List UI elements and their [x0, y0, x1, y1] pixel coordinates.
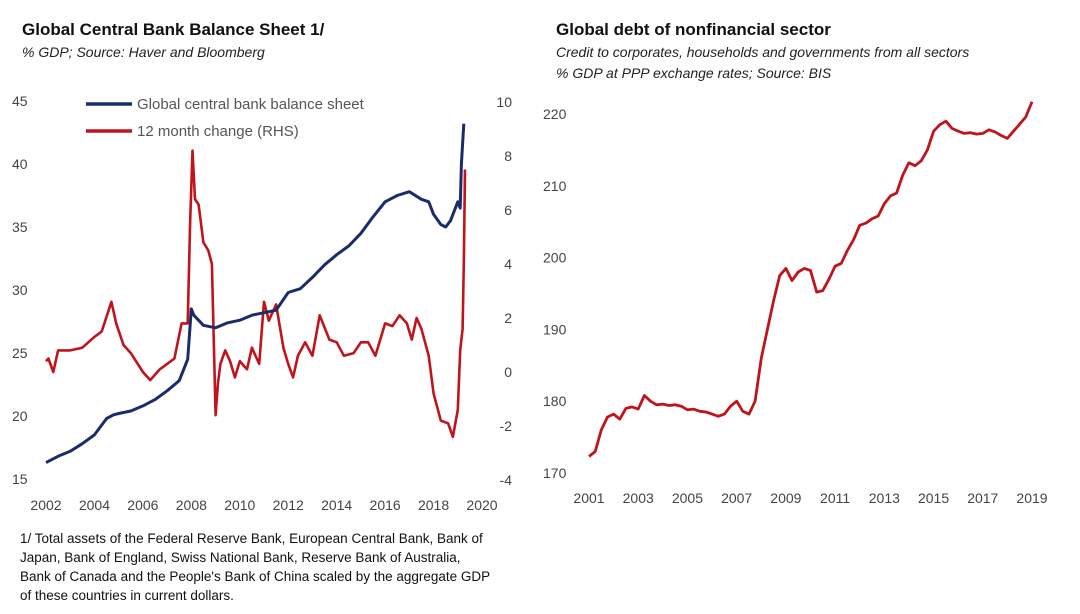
left-chart-title: Global Central Bank Balance Sheet 1/: [22, 20, 325, 39]
left-legend: Global central bank balance sheet 12 mon…: [86, 96, 365, 140]
left-chart-subtitle: % GDP; Source: Haver and Bloomberg: [22, 44, 265, 60]
left-y2-tick-label: 10: [496, 94, 512, 110]
left-y-axis-ticks: 15 20 25 30 35 40 45: [12, 93, 28, 487]
left-x-tick-label: 2020: [466, 497, 497, 513]
left-x-tick-label: 2018: [418, 497, 449, 513]
left-y2-tick-label: -2: [500, 418, 513, 434]
legend-label-12-month-change: 12 month change (RHS): [137, 123, 299, 140]
left-x-tick-label: 2002: [30, 497, 61, 513]
left-y-tick-label: 30: [12, 282, 28, 298]
series-line-12-month-change: [45, 149, 467, 439]
left-y2-tick-label: 4: [504, 256, 512, 272]
left-y2-tick-label: 6: [504, 202, 512, 218]
left-y2-tick-label: 0: [504, 364, 512, 380]
left-x-tick-label: 2016: [370, 497, 401, 513]
left-x-tick-label: 2012: [273, 497, 304, 513]
legend-label-balance-sheet: Global central bank balance sheet: [137, 96, 365, 113]
left-y-tick-label: 15: [12, 471, 28, 487]
left-y-tick-label: 25: [12, 345, 28, 361]
left-y2-tick-label: 2: [504, 310, 512, 326]
left-chart-footnote: 1/ Total assets of the Federal Reserve B…: [20, 531, 490, 603]
right-chart-subtitle-line2: % GDP at PPP exchange rates; Source: BIS: [556, 65, 832, 81]
series-line-balance-sheet: [45, 123, 466, 464]
left-series-lines: [45, 123, 467, 464]
left-x-tick-label: 2010: [224, 497, 255, 513]
left-y2-tick-label: 8: [504, 148, 512, 164]
left-y2-axis-ticks: -4 -2 0 2 4 6 8 10: [496, 94, 512, 488]
left-x-axis-ticks: 2002 2004 2006 2008 2010 2012 2014 2016 2018 2020: [30, 497, 497, 513]
left-x-tick-label: 2006: [127, 497, 158, 513]
left-y2-tick-label: -4: [500, 472, 513, 488]
left-y-tick-label: 20: [12, 408, 28, 424]
right-chart-subtitle-line1: Credit to corporates, households and gov…: [556, 44, 970, 60]
left-y-tick-label: 45: [12, 93, 28, 109]
left-x-tick-label: 2004: [79, 497, 110, 513]
left-x-tick-label: 2014: [321, 497, 352, 513]
left-y-tick-label: 40: [12, 156, 28, 172]
left-y-tick-label: 35: [12, 219, 28, 235]
right-chart-title: Global debt of nonfinancial sector: [556, 20, 831, 39]
left-x-tick-label: 2008: [176, 497, 207, 513]
